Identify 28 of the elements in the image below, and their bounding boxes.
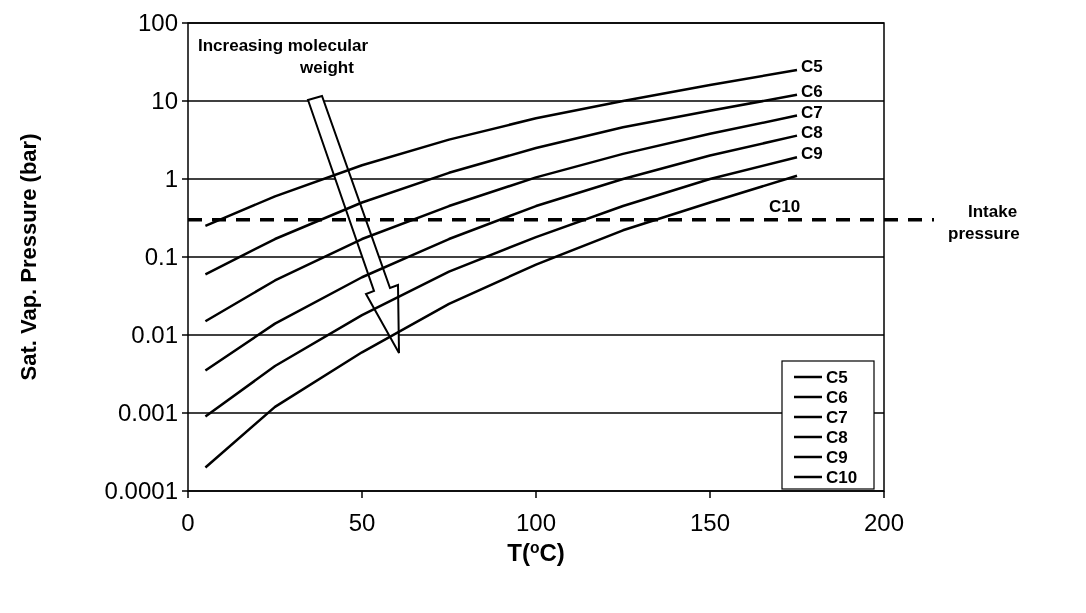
legend-label: C9 (826, 448, 848, 467)
y-axis-title: Sat. Vap. Pressure (bar) (16, 133, 41, 381)
text: C10 (769, 196, 801, 216)
legend-label: C10 (826, 468, 858, 487)
text: C6 (801, 81, 823, 101)
legend-label: C6 (826, 388, 848, 407)
x-tick-label: 150 (689, 509, 731, 536)
legend-label: C5 (826, 368, 848, 387)
legend-label: C7 (826, 408, 848, 427)
y-tick-label: 0.01 (131, 321, 178, 348)
x-tick-label: 0 (181, 509, 195, 536)
x-tick-label: 200 (863, 509, 905, 536)
y-tick-label: 1 (164, 165, 178, 192)
x-axis-title: T($^{o}$C) (507, 538, 565, 566)
x-tick-label: 50 (348, 509, 376, 536)
y-tick-label: 100 (137, 9, 178, 36)
y-tick-label: 10 (151, 87, 178, 114)
legend-label: C8 (826, 428, 848, 447)
text: C8 (801, 122, 823, 142)
y-tick-label: 0.001 (117, 399, 178, 426)
text: C9 (801, 144, 823, 164)
text: C5 (801, 56, 823, 76)
y-tick-label: 0.1 (144, 243, 178, 270)
y-tick-label: 0.0001 (104, 477, 178, 504)
text: C7 (801, 102, 823, 122)
x-tick-label: 100 (515, 509, 557, 536)
annotation: Increasing molecular weight (198, 36, 369, 77)
ref-line-label: Intake pressure (948, 201, 1020, 243)
